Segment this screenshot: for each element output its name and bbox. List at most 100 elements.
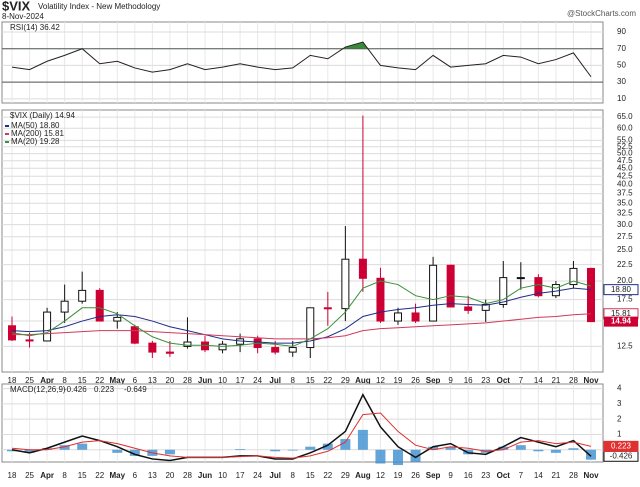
x-tick-label: 10: [218, 471, 227, 480]
candle-body: [481, 303, 490, 311]
value-tag-label: 18.80: [611, 285, 632, 294]
candle-body: [306, 307, 315, 349]
histogram-bar: [340, 439, 351, 450]
legend-label: 0.223: [94, 385, 115, 394]
y-tick-label: 37.5: [617, 189, 633, 198]
x-tick-label: 15: [78, 471, 87, 480]
x-tick-label: 28: [569, 376, 578, 385]
histogram-bar: [375, 449, 386, 464]
rsi-line: [11, 41, 592, 78]
x-tick-label: 14: [534, 471, 543, 480]
histogram-bar: [357, 429, 368, 450]
x-tick-label: 9: [448, 471, 453, 480]
histogram-bar: [410, 449, 421, 462]
histogram-bar: [568, 448, 579, 450]
ma-line: [11, 280, 592, 347]
y-tick-label: 25.0: [617, 245, 633, 254]
macd-line: [11, 412, 592, 459]
candle-body: [95, 289, 104, 322]
x-tick-label: 9: [448, 376, 453, 385]
candle-body: [446, 264, 455, 308]
x-tick-label: 21: [551, 471, 560, 480]
y-tick-label: 50.0: [617, 149, 633, 158]
histogram-bar: [322, 443, 333, 450]
candle-body: [323, 307, 332, 310]
histogram-bar: [235, 449, 246, 450]
x-tick-label: 20: [165, 376, 174, 385]
histogram-bar: [7, 449, 17, 452]
x-tick-label: 14: [534, 376, 543, 385]
x-tick-label: 10: [218, 376, 227, 385]
y-tick-label: 90: [617, 27, 626, 36]
x-tick-label: 7: [519, 376, 524, 385]
legend-label: -0.426: [64, 385, 87, 394]
x-tick-label: 15: [306, 471, 315, 480]
y-tick-label: 3: [617, 399, 622, 408]
x-tick-label: 22: [323, 376, 332, 385]
y-tick-label: 27.5: [617, 232, 633, 241]
x-tick-label: 25: [25, 471, 34, 480]
y-tick-label: 2: [617, 414, 622, 423]
panel-title: MACD(12,26,9): [10, 385, 66, 394]
x-tick-label: Jun: [198, 376, 212, 385]
y-tick-label: 32.5: [617, 209, 633, 218]
legend-label: -0.649: [124, 385, 147, 394]
histogram-bar: [550, 449, 561, 453]
value-tag: [603, 284, 639, 296]
x-tick-label: 23: [481, 471, 490, 480]
x-tick-label: May: [109, 376, 125, 385]
x-tick-label: Jun: [198, 471, 212, 480]
histogram-bar: [112, 449, 123, 453]
y-tick-label: 52.5: [617, 142, 633, 151]
legend-label: MA(20) 19.28: [11, 137, 60, 146]
x-tick-label: 6: [133, 376, 138, 385]
candle-body: [218, 343, 227, 351]
candle-body: [43, 311, 52, 342]
histogram-bar: [270, 449, 281, 452]
x-tick-label: 25: [25, 376, 34, 385]
candle-body: [341, 258, 350, 310]
x-tick-label: 15: [78, 376, 87, 385]
x-tick-label: 22: [323, 471, 332, 480]
x-tick-label: Oct: [497, 471, 511, 480]
x-tick-label: Sep: [426, 471, 441, 480]
ma-line: [11, 287, 592, 344]
x-tick-label: 8: [62, 471, 67, 480]
x-tick-label: 17: [236, 471, 245, 480]
y-tick-label: 47.5: [617, 156, 633, 165]
histogram-bar: [164, 449, 175, 455]
y-tick-label: 35.0: [617, 198, 633, 207]
panel-title: RSI(14) 36.42: [10, 23, 60, 32]
x-tick-label: 17: [236, 376, 245, 385]
histogram-bar: [305, 446, 316, 450]
x-tick-label: Sep: [426, 376, 441, 385]
x-tick-label: Jul: [269, 471, 281, 480]
x-tick-label: 23: [481, 376, 490, 385]
x-tick-label: 29: [341, 471, 350, 480]
x-tick-label: Aug: [355, 376, 371, 385]
overbought-area: [12, 42, 591, 49]
x-tick-label: Aug: [355, 471, 371, 480]
candle-body: [411, 312, 420, 322]
candle-body: [183, 341, 192, 347]
y-tick-label: 30: [617, 77, 626, 86]
x-tick-label: 21: [551, 376, 560, 385]
x-tick-label: 13: [148, 376, 157, 385]
histogram-bar: [59, 445, 70, 450]
value-tag-label: 0.223: [611, 441, 632, 450]
candle-body: [464, 306, 473, 311]
candle-body: [569, 267, 578, 286]
x-tick-label: 24: [253, 376, 262, 385]
panel-frame: [1, 383, 604, 463]
x-tick-label: 7: [519, 471, 524, 480]
x-tick-label: 16: [464, 471, 473, 480]
y-tick-label: 30.0: [617, 220, 633, 229]
y-tick-label: 10: [617, 94, 626, 103]
histogram-bar: [515, 445, 526, 450]
x-tick-label: 12: [376, 471, 385, 480]
y-tick-label: 45.0: [617, 163, 633, 172]
y-tick-label: 55.0: [617, 135, 633, 144]
candle-body: [25, 339, 34, 342]
candle-body: [113, 316, 122, 322]
